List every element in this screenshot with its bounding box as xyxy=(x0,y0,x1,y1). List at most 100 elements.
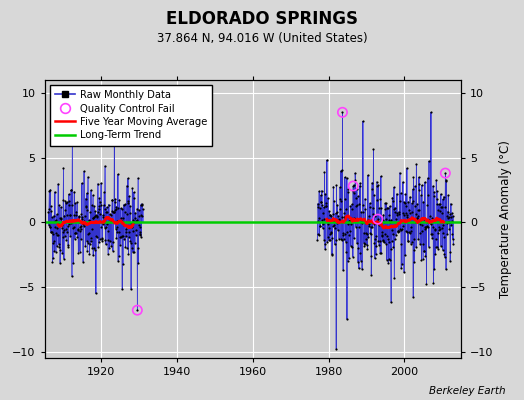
Point xyxy=(373,183,381,190)
Point xyxy=(379,237,387,244)
Point xyxy=(418,228,427,234)
Point xyxy=(328,252,336,258)
Point xyxy=(338,236,346,243)
Point xyxy=(136,223,144,230)
Point xyxy=(48,259,57,265)
Point xyxy=(394,227,402,234)
Point xyxy=(137,233,146,240)
Point xyxy=(444,215,453,222)
Point xyxy=(52,243,61,249)
Point xyxy=(447,214,455,220)
Point xyxy=(427,230,435,237)
Point xyxy=(62,226,71,232)
Text: 37.864 N, 94.016 W (United States): 37.864 N, 94.016 W (United States) xyxy=(157,32,367,45)
Point xyxy=(70,212,78,218)
Point xyxy=(428,215,436,222)
Point xyxy=(436,226,444,232)
Point xyxy=(391,209,400,216)
Point xyxy=(337,198,345,204)
Point xyxy=(316,192,325,198)
Point xyxy=(58,250,67,256)
Point xyxy=(100,189,108,195)
Point xyxy=(383,233,391,240)
Point xyxy=(449,213,457,220)
Point xyxy=(131,210,139,216)
Point xyxy=(81,195,90,202)
Point xyxy=(314,204,322,210)
Point xyxy=(422,224,430,230)
Point xyxy=(117,234,125,240)
Point xyxy=(84,231,93,237)
Point xyxy=(365,223,374,229)
Point xyxy=(88,202,96,209)
Point xyxy=(67,187,75,194)
Point xyxy=(367,224,375,230)
Point xyxy=(118,261,127,267)
Point xyxy=(361,219,369,226)
Point xyxy=(69,225,77,232)
Point xyxy=(413,201,421,207)
Point xyxy=(96,210,105,217)
Point xyxy=(116,205,125,211)
Point xyxy=(350,215,358,222)
Point xyxy=(315,232,324,238)
Point xyxy=(69,224,78,230)
Point xyxy=(388,231,397,238)
Point xyxy=(409,186,417,192)
Point xyxy=(337,167,346,173)
Point xyxy=(121,201,129,208)
Point xyxy=(100,224,108,231)
Point xyxy=(77,211,85,217)
Point xyxy=(80,168,88,174)
Point xyxy=(398,217,407,224)
Point xyxy=(136,229,144,236)
Point xyxy=(122,232,130,239)
Legend: Raw Monthly Data, Quality Control Fail, Five Year Moving Average, Long-Term Tren: Raw Monthly Data, Quality Control Fail, … xyxy=(50,85,212,146)
Point xyxy=(121,208,129,215)
Point xyxy=(336,184,344,190)
Point xyxy=(352,224,360,230)
Point xyxy=(425,218,434,224)
Point xyxy=(385,217,393,223)
Point xyxy=(322,203,330,210)
Point xyxy=(401,252,409,258)
Point xyxy=(60,256,68,262)
Point xyxy=(446,249,455,256)
Point xyxy=(423,223,431,230)
Point xyxy=(375,242,383,248)
Point xyxy=(50,189,59,195)
Point xyxy=(430,189,438,195)
Point xyxy=(356,250,365,256)
Point xyxy=(95,239,103,246)
Point xyxy=(126,203,134,210)
Point xyxy=(102,224,111,230)
Point xyxy=(405,229,413,235)
Point xyxy=(108,197,116,204)
Point xyxy=(74,249,82,256)
Point xyxy=(402,214,411,220)
Point xyxy=(350,235,358,242)
Point xyxy=(325,237,334,243)
Point xyxy=(440,193,448,200)
Point xyxy=(79,259,87,265)
Point xyxy=(414,236,422,242)
Point xyxy=(324,195,332,202)
Point xyxy=(324,221,332,228)
Point xyxy=(77,226,85,232)
Point xyxy=(336,196,344,202)
Point xyxy=(354,245,363,252)
Point xyxy=(99,212,107,218)
Point xyxy=(382,200,390,207)
Point xyxy=(106,237,114,244)
Point xyxy=(88,226,96,232)
Point xyxy=(99,213,107,220)
Point xyxy=(343,229,352,235)
Point xyxy=(94,244,102,250)
Point xyxy=(384,256,392,262)
Point xyxy=(422,224,430,230)
Point xyxy=(423,202,432,208)
Point xyxy=(48,214,56,220)
Point xyxy=(78,216,86,222)
Point xyxy=(85,218,94,224)
Point xyxy=(438,225,446,231)
